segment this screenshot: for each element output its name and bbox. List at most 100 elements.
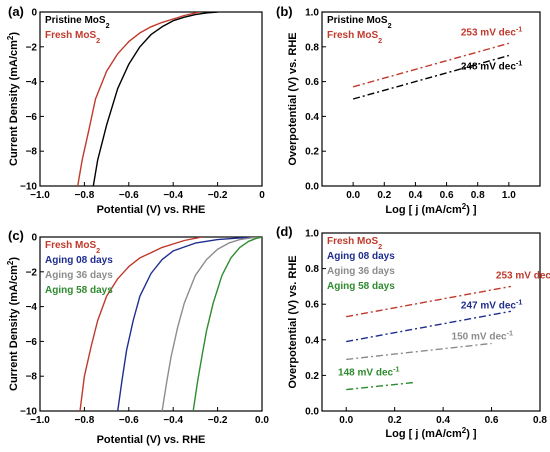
x-tick-label: −0.4 <box>163 415 183 426</box>
x-axis-label: Log [ j (mA/cm2) ] <box>385 426 477 441</box>
series-line-4 <box>346 381 415 391</box>
legend-entry: Pristine MoS2 <box>45 15 110 30</box>
legend-entry: Fresh MoS2 <box>45 30 100 45</box>
x-axis-label: Potential (V) vs. RHE <box>97 204 206 216</box>
slope-annotation: 253 mV dec-1 <box>461 24 522 39</box>
x-tick-label: −0.4 <box>163 190 183 201</box>
series-line-2 <box>77 12 200 186</box>
series-line-3 <box>346 342 492 361</box>
x-tick-label: 0.6 <box>440 190 454 201</box>
legend-entry: Aging 58 days <box>327 281 395 292</box>
plot-frame <box>39 11 263 187</box>
x-tick-label: −0.2 <box>208 415 228 426</box>
y-tick-label: −4 <box>26 302 38 313</box>
panel-label: (c) <box>8 228 24 243</box>
y-axis-label: Current Density (mA/cm2) <box>6 257 21 391</box>
x-tick-label: −1.0 <box>30 415 50 426</box>
panel-label: (a) <box>8 4 24 19</box>
slope-annotation: 150 mV dec-1 <box>452 328 513 343</box>
y-axis-label: Overpotential (V) vs. RHE <box>287 32 299 165</box>
series-group <box>77 12 218 186</box>
x-tick-label: 0.4 <box>408 190 422 201</box>
slope-annotation: 247 mV dec-1 <box>461 297 522 312</box>
y-tick-label: 0.6 <box>305 300 319 311</box>
x-tick-label: 0.2 <box>377 190 391 201</box>
plot-frame <box>321 232 541 412</box>
x-tick-label: 0.4 <box>436 415 450 426</box>
x-tick-label: −0.8 <box>75 190 95 201</box>
series-line-1 <box>346 285 512 318</box>
y-tick-label: −2 <box>26 267 38 278</box>
x-tick-label: −1.0 <box>30 190 50 201</box>
series-line-2 <box>352 42 510 88</box>
panel-b: 0.0 0.2 0.4 0.6 0.8 1.0 0.0 0.2 0.4 0.6 0.8 1.0 Log … <box>276 4 541 217</box>
panel-d: 0.0 0.2 0.4 0.6 0.8 0.0 0.2 0.4 0.6 0.8 1.0 Log [ j… <box>276 224 550 440</box>
legend-entry: Fresh MoS2 <box>327 236 382 251</box>
series-line-1 <box>79 237 203 411</box>
y-tick-label: −2 <box>26 42 38 53</box>
legend-entry: Aging 58 days <box>45 285 113 296</box>
series-line-3 <box>161 237 262 411</box>
x-tick-label: −0.8 <box>75 415 95 426</box>
x-tick-label: −0.2 <box>208 190 228 201</box>
y-tick-label: 0.0 <box>305 182 319 193</box>
legend-entry: Fresh MoS2 <box>327 30 382 45</box>
y-tick-label: −4 <box>26 77 38 88</box>
slope-annotation: 253 mV dec-1 <box>496 267 550 282</box>
y-tick-label: −10 <box>20 407 37 418</box>
x-tick-label: 0.2 <box>388 415 402 426</box>
x-tick-label: −0.6 <box>119 190 139 201</box>
y-tick-label: 0 <box>31 233 37 244</box>
x-axis-label: Potential (V) vs. RHE <box>97 434 206 446</box>
y-tick-label: −6 <box>26 337 38 348</box>
legend-entry: Pristine MoS2 <box>327 15 392 30</box>
x-tick-label: 0.0 <box>346 190 360 201</box>
panel-c: −1.0 −0.8 −0.6 −0.4 −0.2 0.0 0 −2 −4 −6 −8 −10 Poten… <box>6 228 270 446</box>
x-tick-label: 0.6 <box>485 415 499 426</box>
series-line-2 <box>117 237 258 411</box>
panel-a: −1.0 −0.8 −0.6 −0.4 −0.2 0 0 −2 −4 −6 −8 −10 Potenti… <box>6 4 266 216</box>
y-tick-label: 0.4 <box>305 112 319 123</box>
legend-entry: Aging 36 days <box>45 270 113 281</box>
series-line-4 <box>192 237 262 411</box>
series-group <box>352 42 510 100</box>
x-tick-label: 0.0 <box>339 415 353 426</box>
slope-annotation: 248 mV dec-1 <box>461 58 522 73</box>
x-tick-label: −0.6 <box>119 415 139 426</box>
y-tick-label: 0.2 <box>305 371 319 382</box>
y-tick-label: −6 <box>26 112 38 123</box>
legend-entry: Aging 08 days <box>327 251 395 262</box>
panel-label: (d) <box>276 224 293 239</box>
x-tick-label: 0.0 <box>255 415 269 426</box>
y-tick-label: 0.6 <box>305 77 319 88</box>
x-tick-label: 1.0 <box>502 190 516 201</box>
series-line-2 <box>346 310 512 343</box>
x-tick-label: 0 <box>259 190 265 201</box>
y-axis-label: Overpotential (V) vs. RHE <box>287 255 299 388</box>
y-axis-label: Current Density (mA/cm2) <box>6 32 21 166</box>
y-tick-label: −10 <box>20 182 37 193</box>
plot-frame <box>39 236 263 412</box>
legend-entry: Fresh MoS2 <box>45 240 100 255</box>
y-tick-label: 0.0 <box>305 407 319 418</box>
series-line-1 <box>92 12 218 186</box>
y-tick-label: 1.0 <box>305 8 319 19</box>
y-tick-label: 0.8 <box>305 42 319 53</box>
y-tick-label: 0.8 <box>305 264 319 275</box>
series-group <box>346 285 512 391</box>
slope-annotation: 148 mV dec-1 <box>338 364 399 379</box>
legend-entry: Aging 08 days <box>45 255 113 266</box>
y-tick-label: 0 <box>31 8 37 19</box>
plot-frame <box>321 11 541 187</box>
legend-entry: Aging 36 days <box>327 266 395 277</box>
y-tick-label: 1.0 <box>305 229 319 240</box>
y-tick-label: 0.2 <box>305 147 319 158</box>
x-tick-label: 0.8 <box>471 190 485 201</box>
y-tick-label: 0.4 <box>305 335 319 346</box>
series-line-1 <box>352 54 510 100</box>
panel-label: (b) <box>276 4 293 19</box>
series-group <box>79 237 262 411</box>
x-axis-label: Log [ j (mA/cm2) ] <box>385 202 477 217</box>
x-tick-label: 0.8 <box>533 415 547 426</box>
